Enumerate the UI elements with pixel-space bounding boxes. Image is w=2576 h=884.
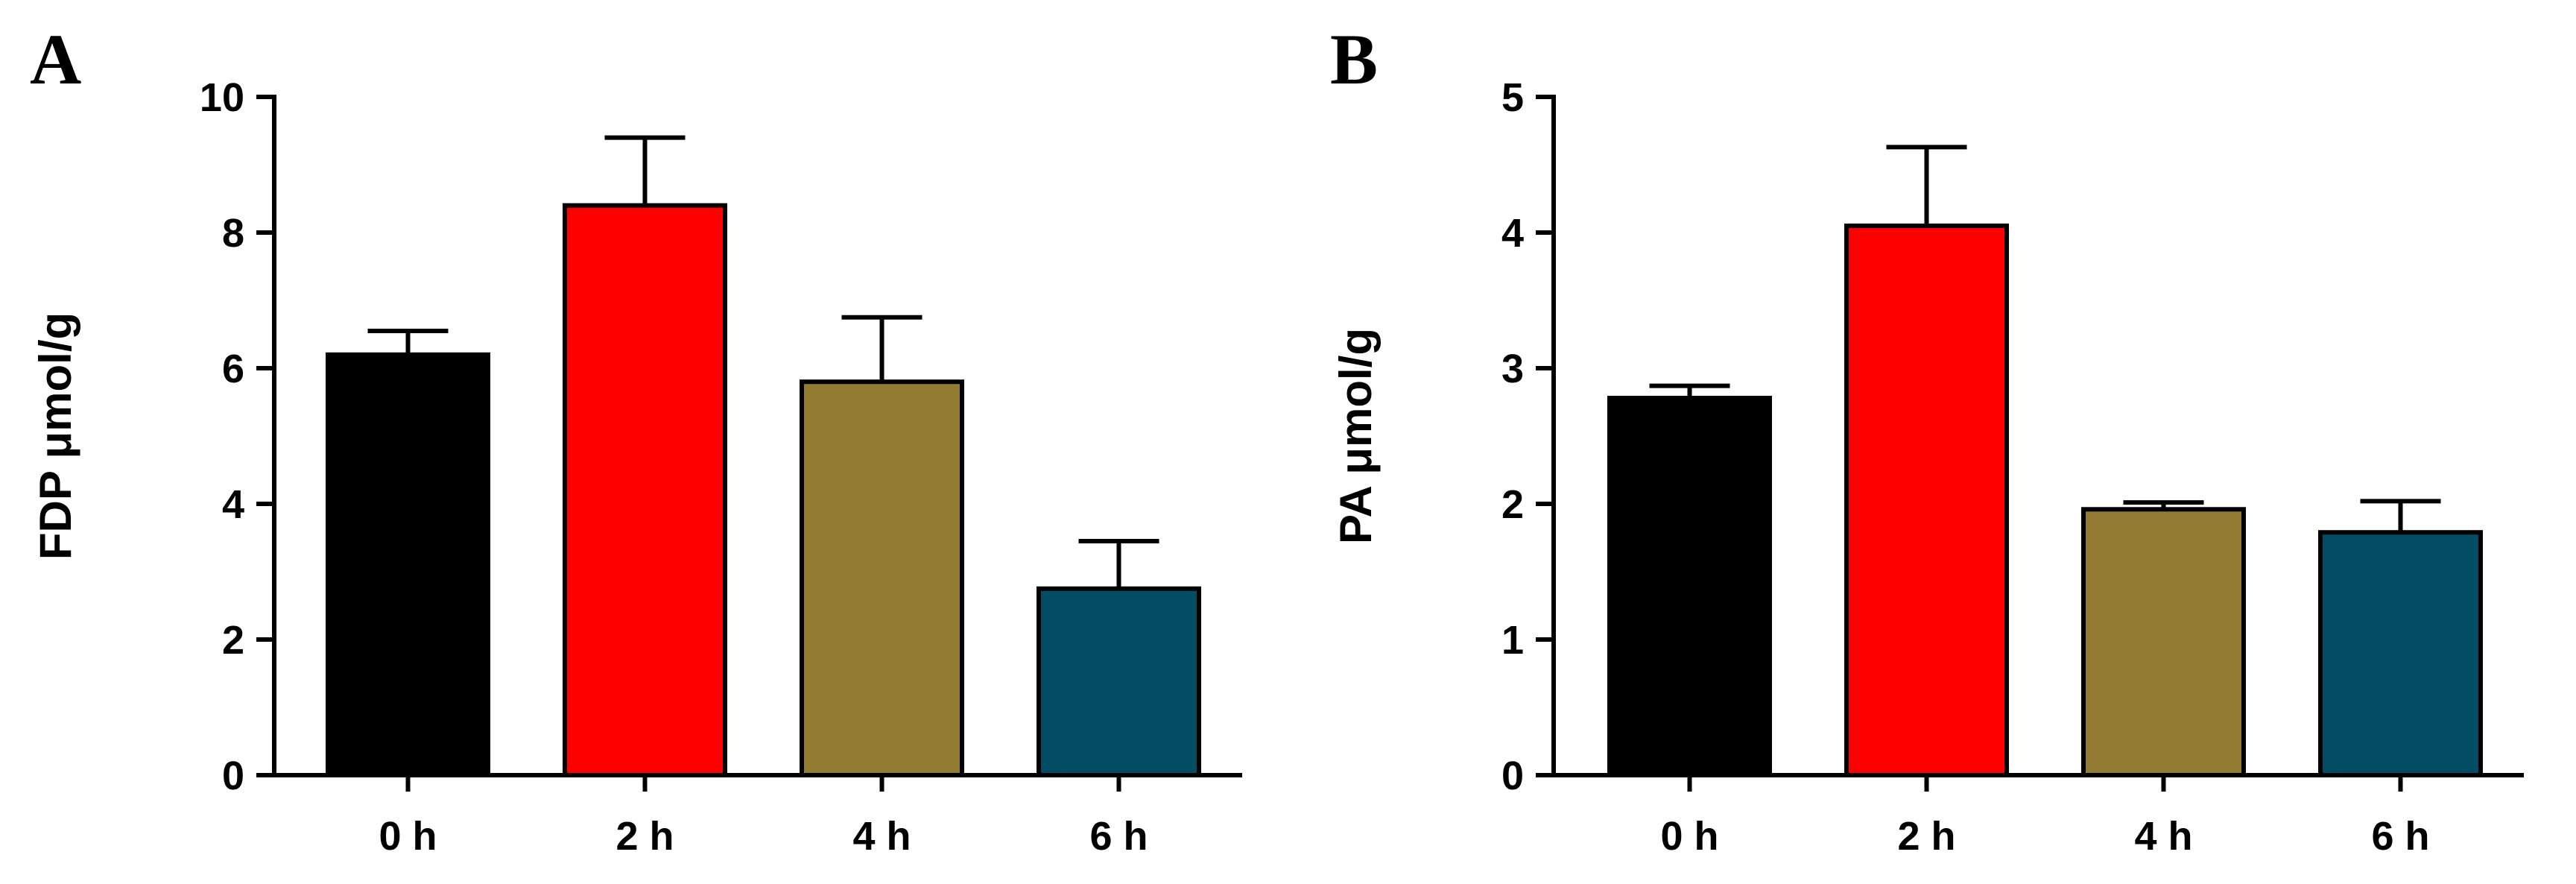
panel-letter: A <box>30 19 81 99</box>
y-tick-label: 6 <box>222 347 244 391</box>
y-tick-label: 5 <box>1501 75 1524 120</box>
x-tick-label: 4 h <box>2134 814 2192 859</box>
x-tick-label: 4 h <box>852 814 911 859</box>
y-tick-label: 8 <box>222 211 244 256</box>
x-tick-label: 0 h <box>1660 814 1718 859</box>
bar-6h <box>2318 530 2483 777</box>
bar-4h <box>800 379 964 777</box>
y-axis-title: PA μmol/g <box>1331 328 1381 544</box>
x-tick-label: 0 h <box>379 814 437 859</box>
y-tick-label: 2 <box>222 618 244 663</box>
panel-a: A 0 2 4 6 8 10 0 h 2 h 4 h 6 h FDP μmol/g <box>30 19 1242 859</box>
y-tick-label: 4 <box>222 482 244 527</box>
y-tick-label: 1 <box>1501 618 1524 663</box>
bar-2h <box>563 203 727 778</box>
y-tick-label: 0 <box>222 754 244 798</box>
bar-2h <box>1844 223 2009 777</box>
y-tick-label: 0 <box>1501 754 1524 798</box>
y-tick-label: 4 <box>1501 211 1524 256</box>
y-tick-label: 2 <box>1501 482 1524 527</box>
x-tick-label: 2 h <box>1897 814 1955 859</box>
panel-letter: B <box>1330 19 1378 99</box>
bar-0h <box>326 352 490 777</box>
y-tick-label: 3 <box>1501 347 1524 391</box>
bar-0h <box>1607 396 1772 777</box>
x-tick-label: 2 h <box>615 814 674 859</box>
x-tick-label: 6 h <box>1089 814 1148 859</box>
panel-b: B 0 1 2 3 4 5 0 h 2 h 4 h 6 h PA μmol/g <box>1330 19 2524 859</box>
y-tick-label: 10 <box>200 75 244 120</box>
y-axis-title: FDP μmol/g <box>31 312 80 560</box>
bar-6h <box>1037 586 1201 777</box>
bar-4h <box>2081 507 2246 778</box>
x-tick-label: 6 h <box>2371 814 2429 859</box>
